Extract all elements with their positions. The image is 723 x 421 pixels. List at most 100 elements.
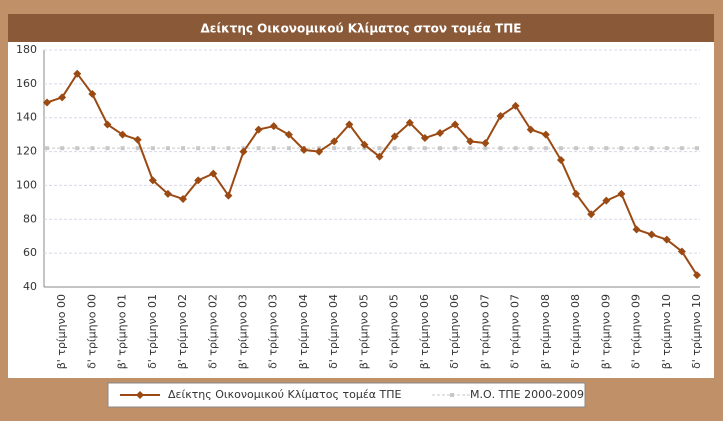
point-marker [543,146,548,151]
point-marker [133,135,142,144]
point-marker [88,90,97,99]
point-marker [375,152,384,161]
point-marker [422,146,427,151]
point-marker [332,146,337,151]
point-marker [256,146,261,151]
point-marker [73,69,82,78]
point-marker [135,146,140,151]
point-marker [481,139,490,148]
y-tick-label: 100 [16,178,37,191]
point-marker [163,189,172,198]
x-tick-label: β' τρίμηνο 06 [418,294,431,369]
point-marker [150,146,155,151]
point-marker [226,146,231,151]
point-marker [148,176,157,185]
point-marker [224,191,233,200]
x-tick-label: β' τρίμηνο 03 [237,294,250,369]
point-marker [556,156,565,165]
point-marker [589,146,594,151]
x-tick-label: β' τρίμηνο 08 [539,294,552,369]
x-tick-label: δ' τρίμηνο 02 [206,294,219,369]
x-tick-label: β' τρίμηνο 02 [176,294,189,369]
x-tick-label: δ' τρίμηνο 04 [327,294,340,369]
point-marker [679,146,684,151]
x-tick-label: δ' τρίμηνο 08 [569,294,582,369]
point-marker [90,146,95,151]
point-marker [58,93,67,102]
point-marker [45,146,49,151]
point-marker [315,147,324,156]
x-tick-label: δ' τρίμηνο 05 [388,294,401,369]
point-marker [194,176,203,185]
point-marker [75,146,80,151]
point-marker [647,230,656,239]
y-tick-label: 140 [16,111,37,124]
point-marker [239,147,248,156]
point-marker [211,146,216,151]
legend-marker [136,391,144,399]
point-marker [451,120,460,129]
point-marker [572,189,581,198]
point-marker [254,125,263,134]
title-bar [8,14,714,42]
point-marker [360,140,369,149]
point-marker [541,130,550,139]
point-marker [662,235,671,244]
point-marker [649,146,654,151]
point-marker [405,118,414,127]
point-marker [60,146,65,151]
point-marker [528,146,533,151]
y-tick-label: 60 [23,246,37,259]
point-marker [664,146,669,151]
point-marker [677,247,686,256]
point-marker [619,146,624,151]
x-tick-label: β' τρίμηνο 04 [297,294,310,369]
point-marker [438,146,443,151]
point-marker [43,98,51,107]
point-marker [345,120,354,129]
point-marker [498,146,503,151]
point-marker [587,210,596,219]
point-marker [390,132,399,141]
series-line [46,71,698,276]
point-marker [483,146,488,151]
x-tick-label: δ' τρίμηνο 06 [448,294,461,369]
point-marker [377,146,382,151]
point-marker [468,146,473,151]
point-marker [330,137,339,146]
point-marker [299,145,308,154]
point-marker [181,146,186,151]
point-marker [196,146,201,151]
legend-label: Μ.Ο. ΤΠΕ 2000-2009 [470,388,584,401]
x-tick-label: δ' τρίμηνο 10 [690,294,703,369]
point-marker [695,146,699,151]
x-tick-label: β' τρίμηνο 09 [599,294,612,369]
x-tick-label: β' τρίμηνο 10 [660,294,673,369]
y-tick-label: 80 [23,212,37,225]
point-marker [347,146,352,151]
point-marker [574,146,579,151]
point-marker [513,146,518,151]
point-marker [271,146,276,151]
legend-label: Δείκτης Οικονομικού Κλίματος τομέα ΤΠΕ [168,388,402,401]
y-tick-label: 180 [16,43,37,56]
x-tick-label: δ' τρίμηνο 01 [146,294,159,369]
x-tick-label: δ' τρίμηνο 00 [85,294,98,369]
point-marker [496,112,505,121]
point-marker [420,134,429,143]
point-marker [269,122,278,131]
point-marker [284,130,293,139]
x-tick-label: β' τρίμηνο 01 [116,294,129,369]
point-marker [165,146,170,151]
x-tick-label: δ' τρίμηνο 03 [267,294,280,369]
x-tick-label: β' τρίμηνο 00 [55,294,68,369]
point-marker [105,146,110,151]
point-marker [466,137,475,146]
x-tick-label: δ' τρίμηνο 07 [509,294,522,369]
point-marker [120,146,125,151]
y-tick-label: 160 [16,77,37,90]
point-marker [179,194,188,203]
y-tick-label: 40 [23,280,37,293]
point-marker [632,225,641,234]
